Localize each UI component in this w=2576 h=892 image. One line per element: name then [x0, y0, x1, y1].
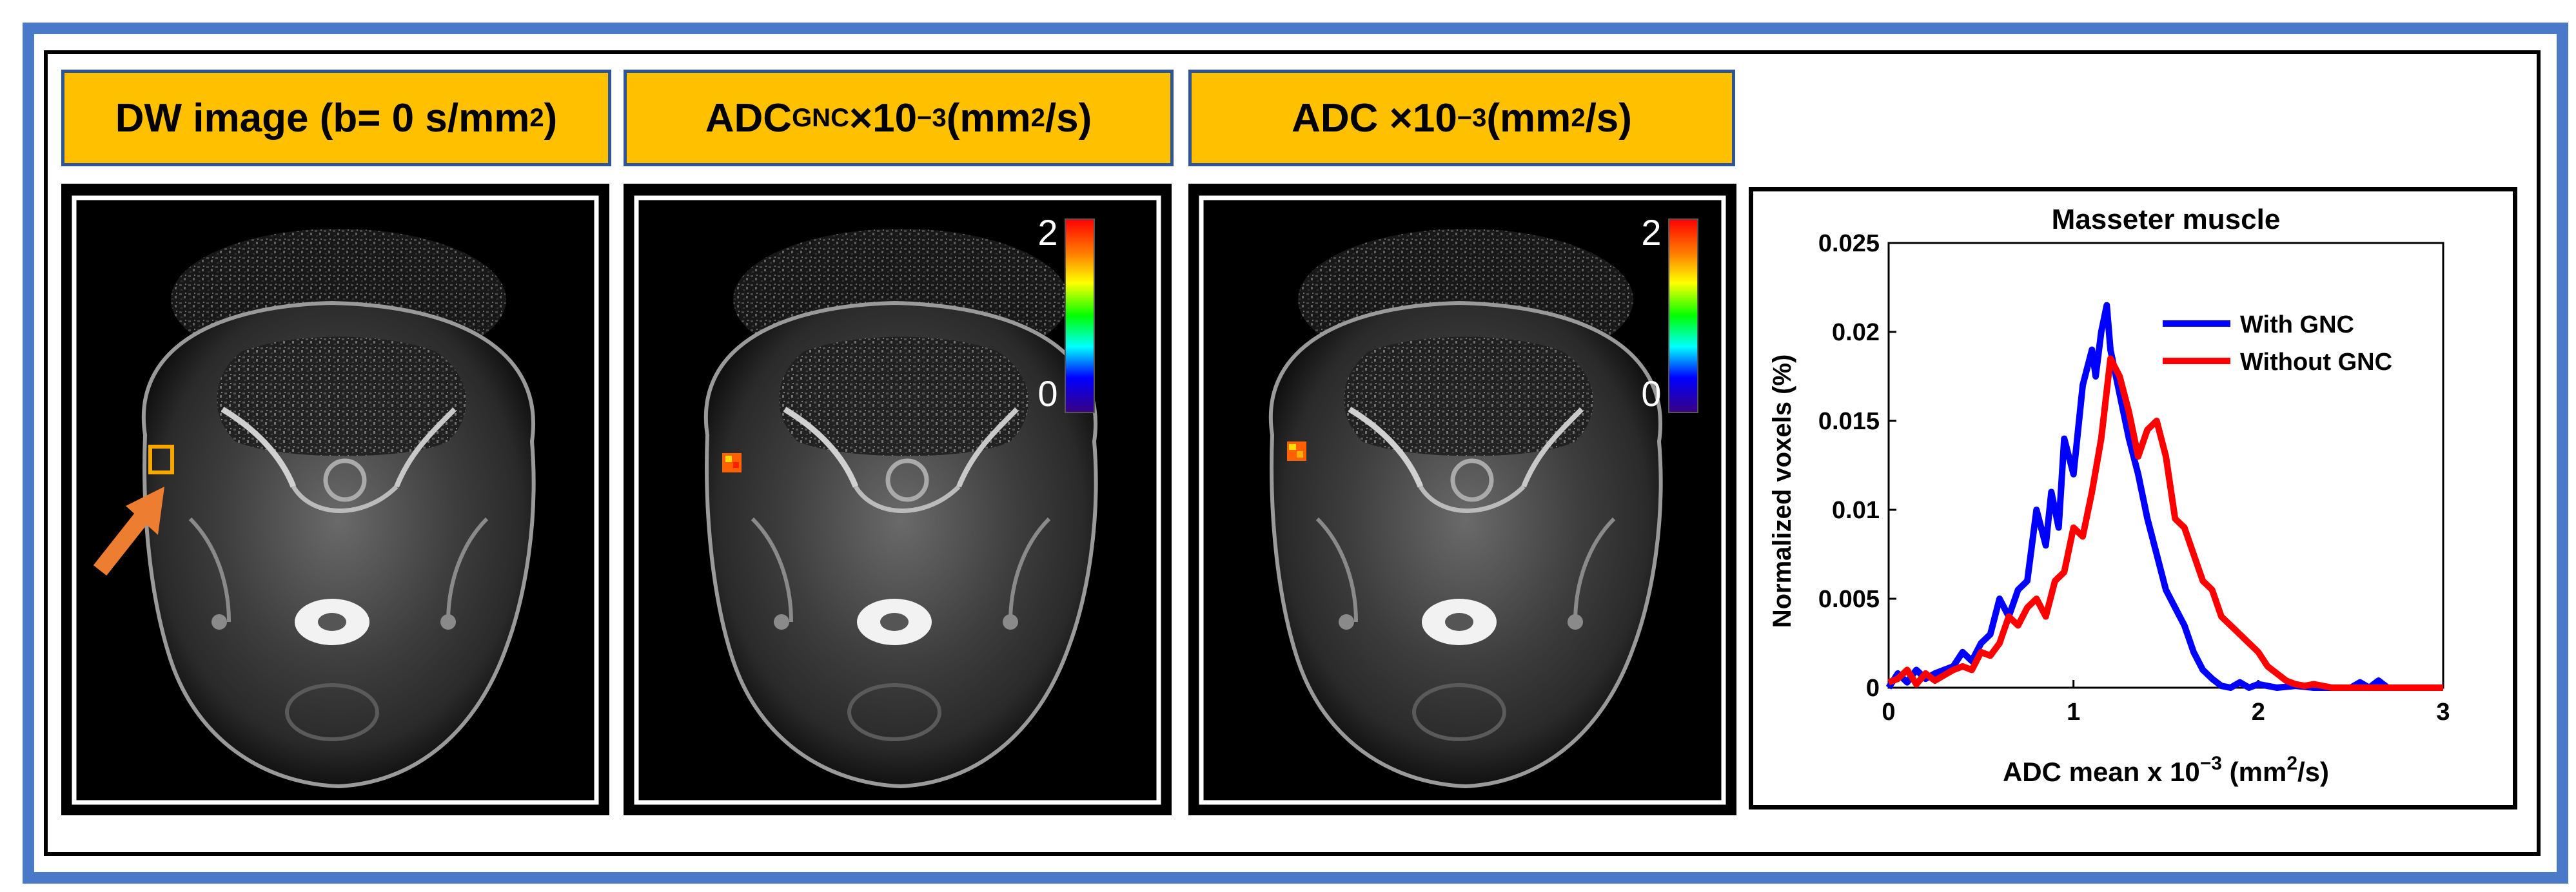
header-adc: ADC ×10 −3 (mm 2/s): [1188, 70, 1735, 166]
chart-title: Masseter muscle: [2052, 204, 2281, 235]
adc-gnc-scan: 2 0: [624, 184, 1172, 815]
y-tick-label: 0: [1866, 675, 1880, 702]
panel-dw-image: [61, 184, 609, 815]
roi-heatmap: [1287, 441, 1306, 461]
header-dw-end: ): [544, 95, 558, 141]
header-adcgnc-sub: GNC: [792, 103, 849, 132]
header-adcgnc-sup1: −3: [917, 103, 947, 132]
panel-adc: 2 0: [1188, 184, 1736, 815]
colorbar-max-label: 2: [1037, 212, 1057, 253]
header-adcgnc-pre: ADC: [705, 95, 792, 141]
series-line-2: [1887, 355, 2443, 691]
header-dw-text: DW image (b= 0 s/mm: [115, 95, 530, 141]
header-adcgnc-mid: ×10: [849, 95, 918, 141]
legend-label: Without GNC: [2240, 349, 2392, 376]
adc-scan: 2 0: [1188, 184, 1736, 815]
colorbar-max-label: 2: [1641, 212, 1661, 253]
header-adc-sup1: −3: [1457, 103, 1487, 132]
roi-heatmap: [722, 453, 742, 472]
x-axis-label-unit-sup: 2: [2286, 753, 2297, 774]
colorbar-min-label: 0: [1037, 373, 1057, 414]
colorbar: 2 0: [1641, 212, 1698, 414]
legend-label: With GNC: [2240, 311, 2354, 338]
colorbar-min-label: 0: [1641, 373, 1661, 414]
header-adcgnc-end: /s): [1045, 95, 1092, 141]
x-axis-label-main: ADC mean x 10: [2003, 757, 2200, 787]
x-axis-label: ADC mean x 10−3 (mm2/s): [2003, 753, 2329, 787]
header-adcgnc-sup2: 2: [1030, 103, 1045, 132]
header-adc-gnc: ADC GNC ×10 −3 (mm 2/s): [624, 70, 1174, 166]
chart-svg: Masseter muscle 0 1 2 300.0050.010.0150.020…: [1768, 204, 2450, 787]
x-tick-label: 3: [2436, 699, 2450, 726]
y-tick-label: 0.025: [1818, 230, 1880, 257]
header-adc-pre: ADC ×10: [1292, 95, 1457, 141]
y-tick-label: 0.015: [1818, 408, 1880, 435]
y-tick-label: 0.01: [1832, 497, 1880, 524]
y-tick-label: 0.005: [1818, 586, 1880, 613]
x-axis-label-sup: −3: [2200, 753, 2222, 774]
arrow-icon: [93, 487, 164, 576]
x-tick-label: 0: [1882, 699, 1895, 726]
roi-box: [148, 445, 174, 474]
histogram-chart: Masseter muscle 0 1 2 3 0 0.005 0.01 0.015 0.02 0…: [1749, 187, 2517, 810]
x-axis-label-unit-end: /s): [2297, 757, 2329, 787]
x-tick-label: 1: [2067, 699, 2080, 726]
y-tick-label: 0.02: [1832, 319, 1880, 346]
header-adc-mid2: (mm: [1486, 95, 1571, 141]
x-tick-label: 2: [2252, 699, 2265, 726]
colorbar: 2 0: [1037, 212, 1095, 414]
plot-area: 0 1 2 3 0 0.005 0.01 0.015 0.02 0.025 With GNC With…: [1818, 230, 2450, 726]
x-axis-label-unit: (mm: [2222, 757, 2286, 787]
header-adcgnc-mid2: (mm: [946, 95, 1031, 141]
dw-image-scan: [61, 184, 609, 815]
header-adc-end: /s): [1585, 95, 1632, 141]
panel-adc-gnc: 2 0: [624, 184, 1172, 815]
header-dw-image: DW image (b= 0 s/mm 2): [61, 70, 611, 166]
y-axis-label: Normalized voxels (%): [1768, 354, 1796, 628]
header-adc-sup2: 2: [1571, 103, 1586, 132]
header-dw-sup: 2: [529, 103, 544, 132]
